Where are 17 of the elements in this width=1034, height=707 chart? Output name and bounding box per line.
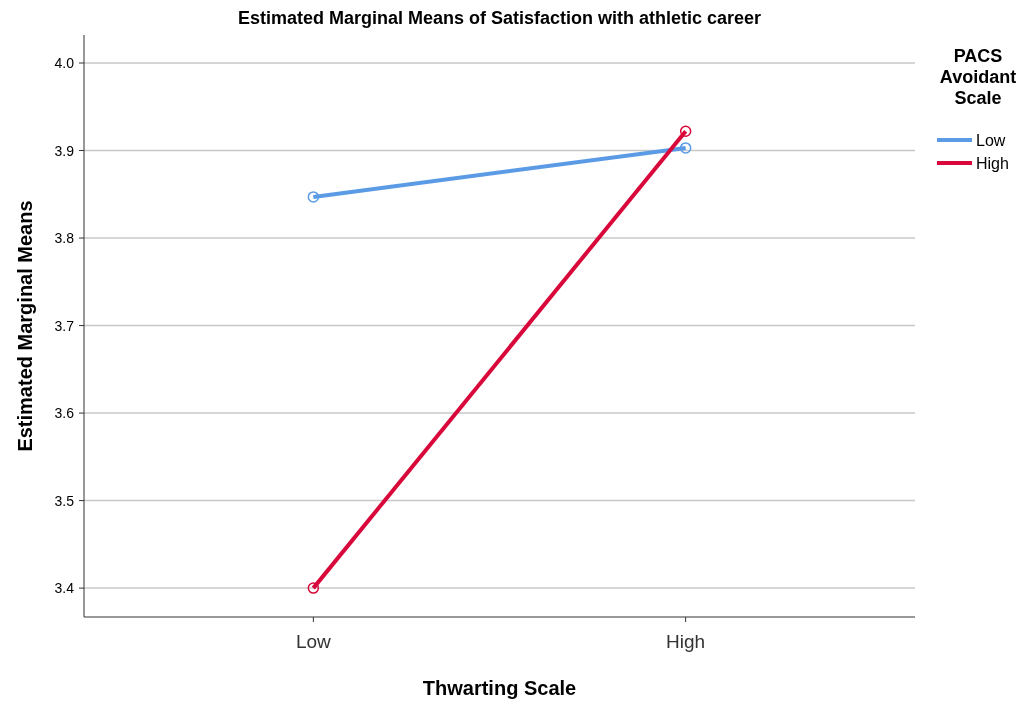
y-tick-label: 3.6 xyxy=(54,405,75,422)
legend-label: Low xyxy=(976,132,1006,149)
y-axis-title: Estimated Marginal Means xyxy=(14,200,36,452)
legend-label: High xyxy=(976,155,1009,172)
y-tick-label: 4.0 xyxy=(54,55,75,72)
y-tick-label: 3.8 xyxy=(54,230,75,247)
y-tick-label: 3.9 xyxy=(54,142,75,159)
point xyxy=(679,125,692,138)
y-tick-label: 3.4 xyxy=(54,580,75,597)
chart-title: Estimated Marginal Means of Satisfaction with athletic career xyxy=(237,8,762,28)
legend-title: PACS Avoidant Scale xyxy=(939,46,1017,108)
y-tick-label: 3.5 xyxy=(54,492,75,509)
point xyxy=(679,142,692,154)
point xyxy=(307,582,320,594)
x-axis-title: Thwarting Scale xyxy=(422,677,577,699)
point xyxy=(307,191,320,203)
y-tick-label: 3.7 xyxy=(54,317,75,334)
